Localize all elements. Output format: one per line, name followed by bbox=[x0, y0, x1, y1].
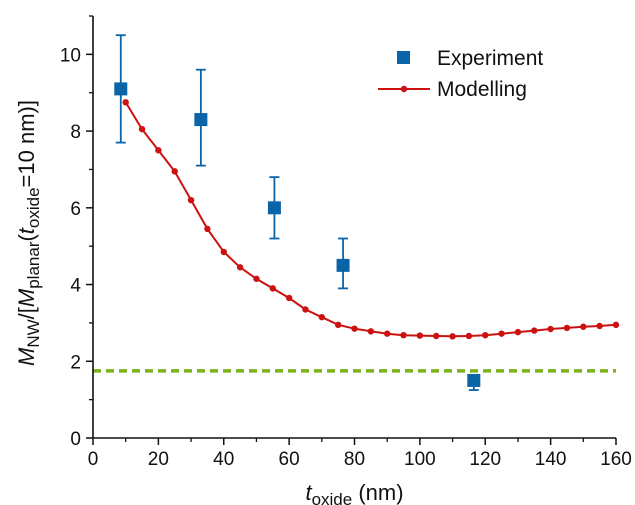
modelling-point bbox=[612, 321, 620, 329]
modelling-point bbox=[433, 332, 440, 340]
modelling-point bbox=[187, 196, 195, 204]
modelling-point bbox=[236, 264, 244, 271]
y-tick-label: 4 bbox=[70, 276, 81, 297]
modelling-point bbox=[482, 331, 489, 339]
legend-experiment-marker bbox=[397, 51, 410, 64]
x-axis-title: toxide (nm) bbox=[305, 480, 403, 505]
x-axis-ticks: 0 20 40 60 80 100 120 140 160 bbox=[88, 438, 632, 470]
modelling-point bbox=[367, 328, 375, 335]
y-tick-label: 0 bbox=[70, 429, 81, 450]
y-axis-title: MNW/[Mplanar(toxide=10 nm)] bbox=[14, 100, 43, 366]
x-tick-label: 40 bbox=[213, 449, 234, 470]
y-title-m2: M bbox=[14, 288, 39, 307]
x-title-main: t bbox=[305, 480, 312, 505]
plot-area bbox=[93, 34, 620, 391]
y-tick-label: 10 bbox=[60, 45, 81, 66]
modelling-point bbox=[531, 327, 538, 334]
y-tick-label: 2 bbox=[70, 352, 81, 373]
modelling-point bbox=[334, 321, 342, 329]
y-title-paren: ( bbox=[14, 234, 39, 242]
experiment-point bbox=[194, 113, 208, 127]
x-tick-label: 160 bbox=[600, 449, 632, 470]
x-tick-label: 0 bbox=[88, 449, 99, 470]
modelling-point bbox=[285, 294, 293, 302]
experiment-point bbox=[336, 258, 350, 272]
y-axis-ticks: 0 2 4 6 8 10 bbox=[60, 15, 93, 450]
modelling-point bbox=[416, 332, 424, 339]
experiment-point bbox=[467, 373, 481, 387]
modelling-line bbox=[124, 101, 617, 338]
modelling-point bbox=[547, 325, 554, 333]
x-tick-label: 100 bbox=[404, 449, 436, 470]
x-title-unit: (nm) bbox=[352, 480, 403, 505]
experiment-point bbox=[114, 82, 128, 96]
modelling-point bbox=[122, 99, 129, 106]
y-title-sub-oxide: oxide bbox=[24, 187, 43, 228]
modelling-point bbox=[449, 333, 456, 340]
y-tick-label: 6 bbox=[70, 199, 81, 220]
x-tick-label: 80 bbox=[344, 449, 365, 470]
modelling-point bbox=[514, 328, 522, 336]
legend-modelling-label: Modelling bbox=[437, 78, 527, 101]
modelling-point bbox=[498, 330, 505, 337]
modelling-point bbox=[383, 330, 391, 337]
modelling-point bbox=[400, 331, 407, 339]
x-tick-label: 120 bbox=[469, 449, 501, 470]
y-title-sub-nw: NW bbox=[24, 319, 43, 347]
y-title-sub-planar: planar bbox=[24, 241, 43, 289]
x-tick-label: 20 bbox=[148, 449, 169, 470]
x-tick-label: 140 bbox=[535, 449, 567, 470]
x-title-sub: oxide bbox=[312, 490, 353, 505]
y-title-t: t bbox=[14, 227, 39, 234]
modelling-point bbox=[351, 325, 358, 332]
legend-experiment-label: Experiment bbox=[437, 47, 543, 70]
x-tick-label: 60 bbox=[279, 449, 300, 470]
modelling-point bbox=[596, 322, 603, 330]
modelling-point bbox=[465, 332, 473, 340]
modelling-point bbox=[204, 225, 211, 233]
modelling-point bbox=[138, 125, 146, 133]
y-title-bracket: /[ bbox=[14, 307, 39, 319]
modelling-point bbox=[580, 323, 587, 330]
y-title-tail: =10 nm)] bbox=[14, 100, 39, 187]
legend: Experiment Modelling bbox=[378, 47, 543, 101]
experiment-point bbox=[267, 201, 281, 215]
modelling-point bbox=[253, 275, 260, 282]
y-tick-label: 8 bbox=[70, 122, 81, 143]
y-title-m1: M bbox=[14, 347, 39, 366]
modelling-point bbox=[318, 313, 326, 321]
legend-modelling-marker bbox=[400, 85, 408, 93]
modelling-point bbox=[563, 324, 571, 332]
modelling-point bbox=[220, 248, 227, 256]
modelling-point bbox=[302, 306, 309, 313]
modelling-point bbox=[155, 147, 162, 154]
modelling-point bbox=[171, 168, 178, 175]
modelling-point bbox=[269, 285, 276, 292]
